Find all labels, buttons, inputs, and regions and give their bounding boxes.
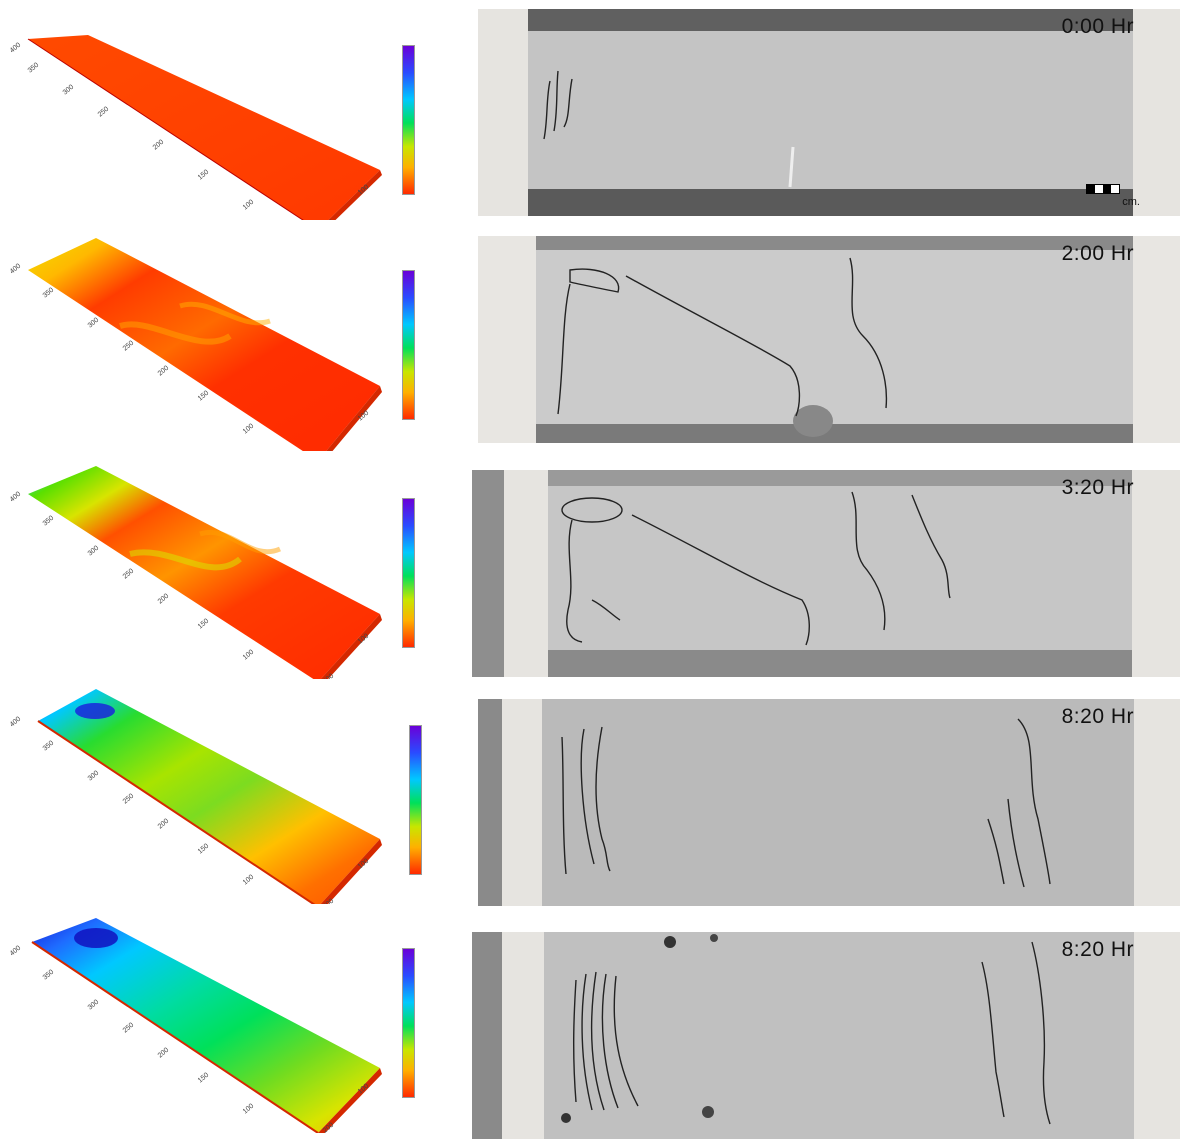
svg-text:300: 300 [87,545,101,558]
photo-2: 2:00 Hr [478,236,1180,443]
svg-text:150: 150 [197,843,211,856]
svg-text:400: 400 [9,491,23,504]
svg-text:100: 100 [242,649,256,662]
svg-text:300: 300 [87,999,101,1012]
svg-text:250: 250 [97,106,111,119]
svg-text:150: 150 [197,1072,211,1085]
svg-text:350: 350 [42,287,56,300]
svg-text:400: 400 [9,716,23,729]
svg-text:100: 100 [242,199,256,212]
svg-text:350: 350 [27,62,41,75]
photo-5: 8:20 Hr [472,932,1180,1139]
colorbar-3 [402,498,415,648]
panel-row-4: 400 350 300 250 200 150 100 0 200 100 8:… [0,689,1180,906]
time-label-3: 3:20 Hr [1061,476,1134,499]
panel-row-2: 400 350 300 250 200 150 100 0 200 100 2:… [0,236,1180,451]
svg-text:200: 200 [157,365,171,378]
svg-text:350: 350 [42,740,56,753]
svg-text:150: 150 [197,390,211,403]
svg-text:200: 200 [157,818,171,831]
svg-text:200: 200 [322,1122,336,1133]
colorbar-2 [402,270,415,420]
svg-text:400: 400 [9,42,23,55]
svg-text:100: 100 [242,1103,256,1116]
colorbar-4 [409,725,422,875]
svg-text:200: 200 [152,139,166,152]
svg-text:400: 400 [9,263,23,276]
svg-text:350: 350 [42,515,56,528]
svg-text:150: 150 [197,169,211,182]
colorbar-5 [402,948,415,1098]
surface-plot-2: 400 350 300 250 200 150 100 0 200 100 [9,238,382,451]
svg-text:300: 300 [87,317,101,330]
svg-text:250: 250 [122,568,136,581]
svg-text:200: 200 [322,673,336,679]
svg-text:300: 300 [87,770,101,783]
svg-text:400: 400 [9,945,23,958]
colorbar-1 [402,45,415,195]
panel-row-3: 400 350 300 250 200 150 100 0 200 100 3:… [0,464,1180,679]
time-label-5: 8:20 Hr [1061,938,1134,961]
scale-bar [1086,184,1120,194]
svg-text:250: 250 [122,340,136,353]
svg-text:100: 100 [242,423,256,436]
panel-row-1: 400 350 300 250 200 150 100 0 200 100 cm… [0,5,1180,220]
surface-plot-4: 400 350 300 250 200 150 100 0 200 100 [9,689,382,904]
svg-text:300: 300 [62,84,76,97]
svg-text:250: 250 [122,793,136,806]
photo-1: cm. 0:00 Hr [478,9,1180,216]
scale-label: cm. [1122,196,1140,208]
photo-3: 3:20 Hr [472,470,1180,677]
svg-text:250: 250 [122,1022,136,1035]
surface-plot-3: 400 350 300 250 200 150 100 0 200 100 [9,466,382,679]
svg-text:200: 200 [157,1047,171,1060]
svg-text:200: 200 [322,450,336,451]
surface-plot-5: 400 350 300 250 200 150 100 200 100 [9,918,382,1133]
panel-row-5: 400 350 300 250 200 150 100 200 100 [0,918,1180,1139]
time-label-4: 8:20 Hr [1061,705,1134,728]
svg-text:200: 200 [157,593,171,606]
photo-4: 8:20 Hr [478,699,1180,906]
svg-text:200: 200 [322,219,336,220]
svg-text:200: 200 [322,898,336,904]
svg-text:350: 350 [42,969,56,982]
time-label-2: 2:00 Hr [1061,242,1134,265]
time-label-1: 0:00 Hr [1061,15,1134,38]
surface-plot-1: 400 350 300 250 200 150 100 0 200 100 [9,35,382,220]
svg-text:150: 150 [197,618,211,631]
svg-text:100: 100 [242,874,256,887]
